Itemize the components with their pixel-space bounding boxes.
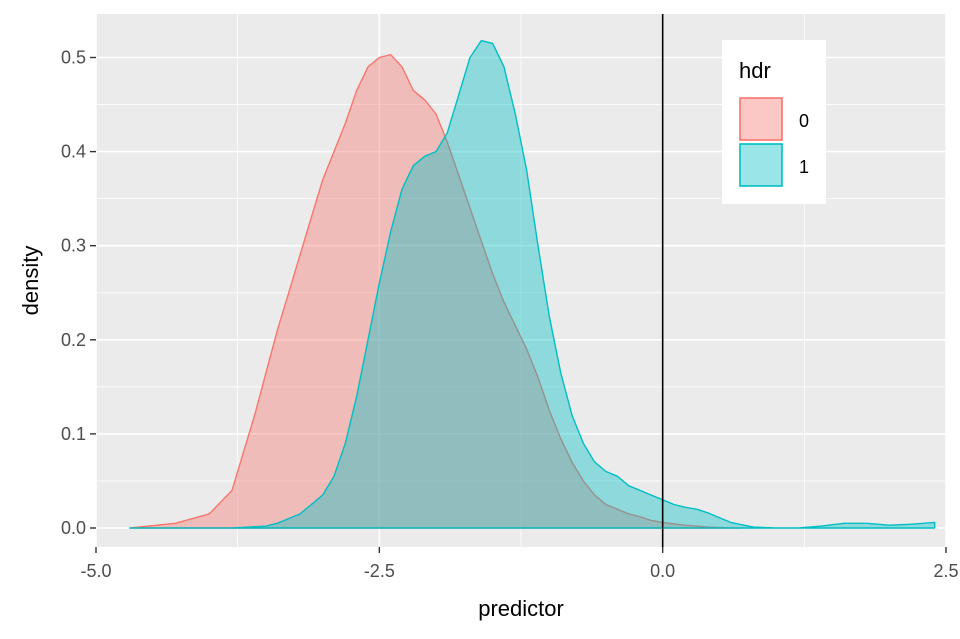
legend: hdr 0 1 (722, 40, 826, 204)
y-tick-label: 0.0 (61, 518, 86, 538)
legend-label-0: 0 (799, 111, 809, 131)
y-tick-label: 0.2 (61, 330, 86, 350)
y-tick-label: 0.5 (61, 48, 86, 68)
x-tick-label: 2.5 (933, 561, 958, 581)
y-tick-label: 0.4 (61, 142, 86, 162)
legend-label-1: 1 (799, 157, 809, 177)
y-tick-label: 0.3 (61, 236, 86, 256)
x-axis-title: predictor (478, 596, 564, 621)
density-areas (129, 39, 936, 529)
x-tick-label: -2.5 (364, 561, 395, 581)
legend-title: hdr (739, 58, 771, 83)
x-tick-label: 0.0 (650, 561, 675, 581)
x-tick-label: -5.0 (80, 561, 111, 581)
y-axis: 0.0 0.1 0.2 0.3 0.4 0.5 (61, 48, 96, 538)
y-axis-title: density (18, 246, 43, 316)
y-tick-label: 0.1 (61, 424, 86, 444)
density-area-series-0 (129, 54, 743, 529)
legend-key-1 (739, 143, 783, 187)
x-axis: -5.0 -2.5 0.0 2.5 (80, 547, 959, 581)
legend-key-0 (739, 97, 783, 141)
density-area-series-1 (129, 39, 936, 529)
